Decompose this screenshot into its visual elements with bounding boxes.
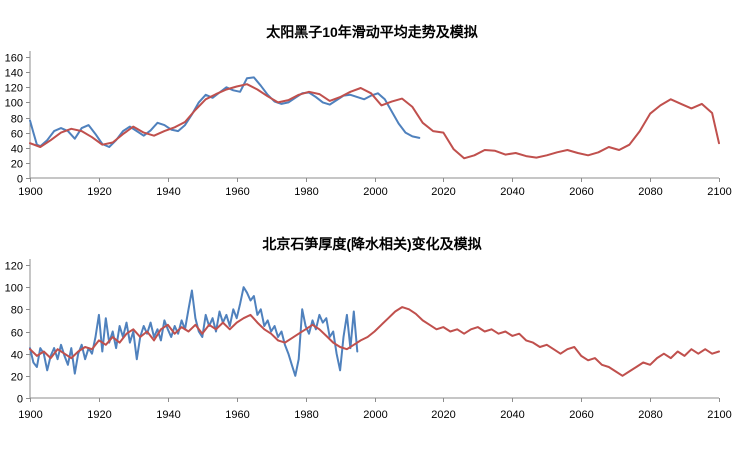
y-tick-label: 20 [11, 372, 23, 384]
x-tick-label: 1920 [87, 186, 111, 198]
x-tick-label: 1960 [225, 409, 249, 421]
y-tick-label: 80 [11, 114, 23, 126]
sunspot-chart: 太阳黑子10年滑动平均走势及模拟 0 20 40 60 80 100 120 140 160 19… [0, 0, 744, 224]
y-tick-label: 40 [11, 144, 23, 156]
y-tick-label: 60 [11, 328, 23, 340]
x-tick-label: 1920 [87, 409, 111, 421]
y-tick-label: 100 [5, 98, 23, 110]
x-tick-label: 2040 [500, 409, 524, 421]
x-tick-label: 2000 [363, 409, 387, 421]
x-tick-label: 1900 [18, 186, 42, 198]
stalagmite-chart: 北京石笋厚度(降水相关)变化及模拟 0 20 40 60 80 100 120 1900 192… [0, 224, 744, 449]
series-blue-observed-line [29, 286, 359, 377]
x-tick-label: 2060 [569, 186, 593, 198]
x-tick-label: 2060 [569, 409, 593, 421]
series-red-simulated-line [29, 83, 720, 160]
y-tick-label: 0 [17, 394, 23, 406]
stalagmite-chart-title: 北京石笋厚度(降水相关)变化及模拟 [262, 236, 482, 252]
x-tick-label: 2020 [431, 409, 455, 421]
x-tick-label: 2100 [707, 409, 731, 421]
x-tick-label: 1940 [156, 186, 180, 198]
y-tick-label: 20 [11, 159, 23, 171]
x-tick-label: 1900 [18, 409, 42, 421]
x-tick-label: 1980 [294, 409, 318, 421]
y-tick-label: 120 [5, 261, 23, 273]
x-tick-label: 2040 [500, 186, 524, 198]
series-red-simulated-line [29, 306, 720, 377]
x-tick-label: 1980 [294, 186, 318, 198]
x-tick-label: 2020 [431, 186, 455, 198]
x-tick-label: 2000 [363, 186, 387, 198]
x-tick-label: 2080 [638, 409, 662, 421]
x-tick-label: 1940 [156, 409, 180, 421]
y-tick-label: 140 [5, 68, 23, 80]
y-tick-label: 80 [11, 305, 23, 317]
x-tick-label: 1960 [225, 186, 249, 198]
y-tick-label: 0 [17, 174, 23, 186]
y-tick-label: 40 [11, 350, 23, 362]
x-tick-label: 2100 [707, 186, 731, 198]
y-tick-label: 100 [5, 283, 23, 295]
y-tick-label: 60 [11, 129, 23, 141]
sunspot-chart-title: 太阳黑子10年滑动平均走势及模拟 [266, 24, 478, 40]
y-tick-label: 160 [5, 53, 23, 65]
y-tick-label: 120 [5, 83, 23, 95]
x-tick-label: 2080 [638, 186, 662, 198]
